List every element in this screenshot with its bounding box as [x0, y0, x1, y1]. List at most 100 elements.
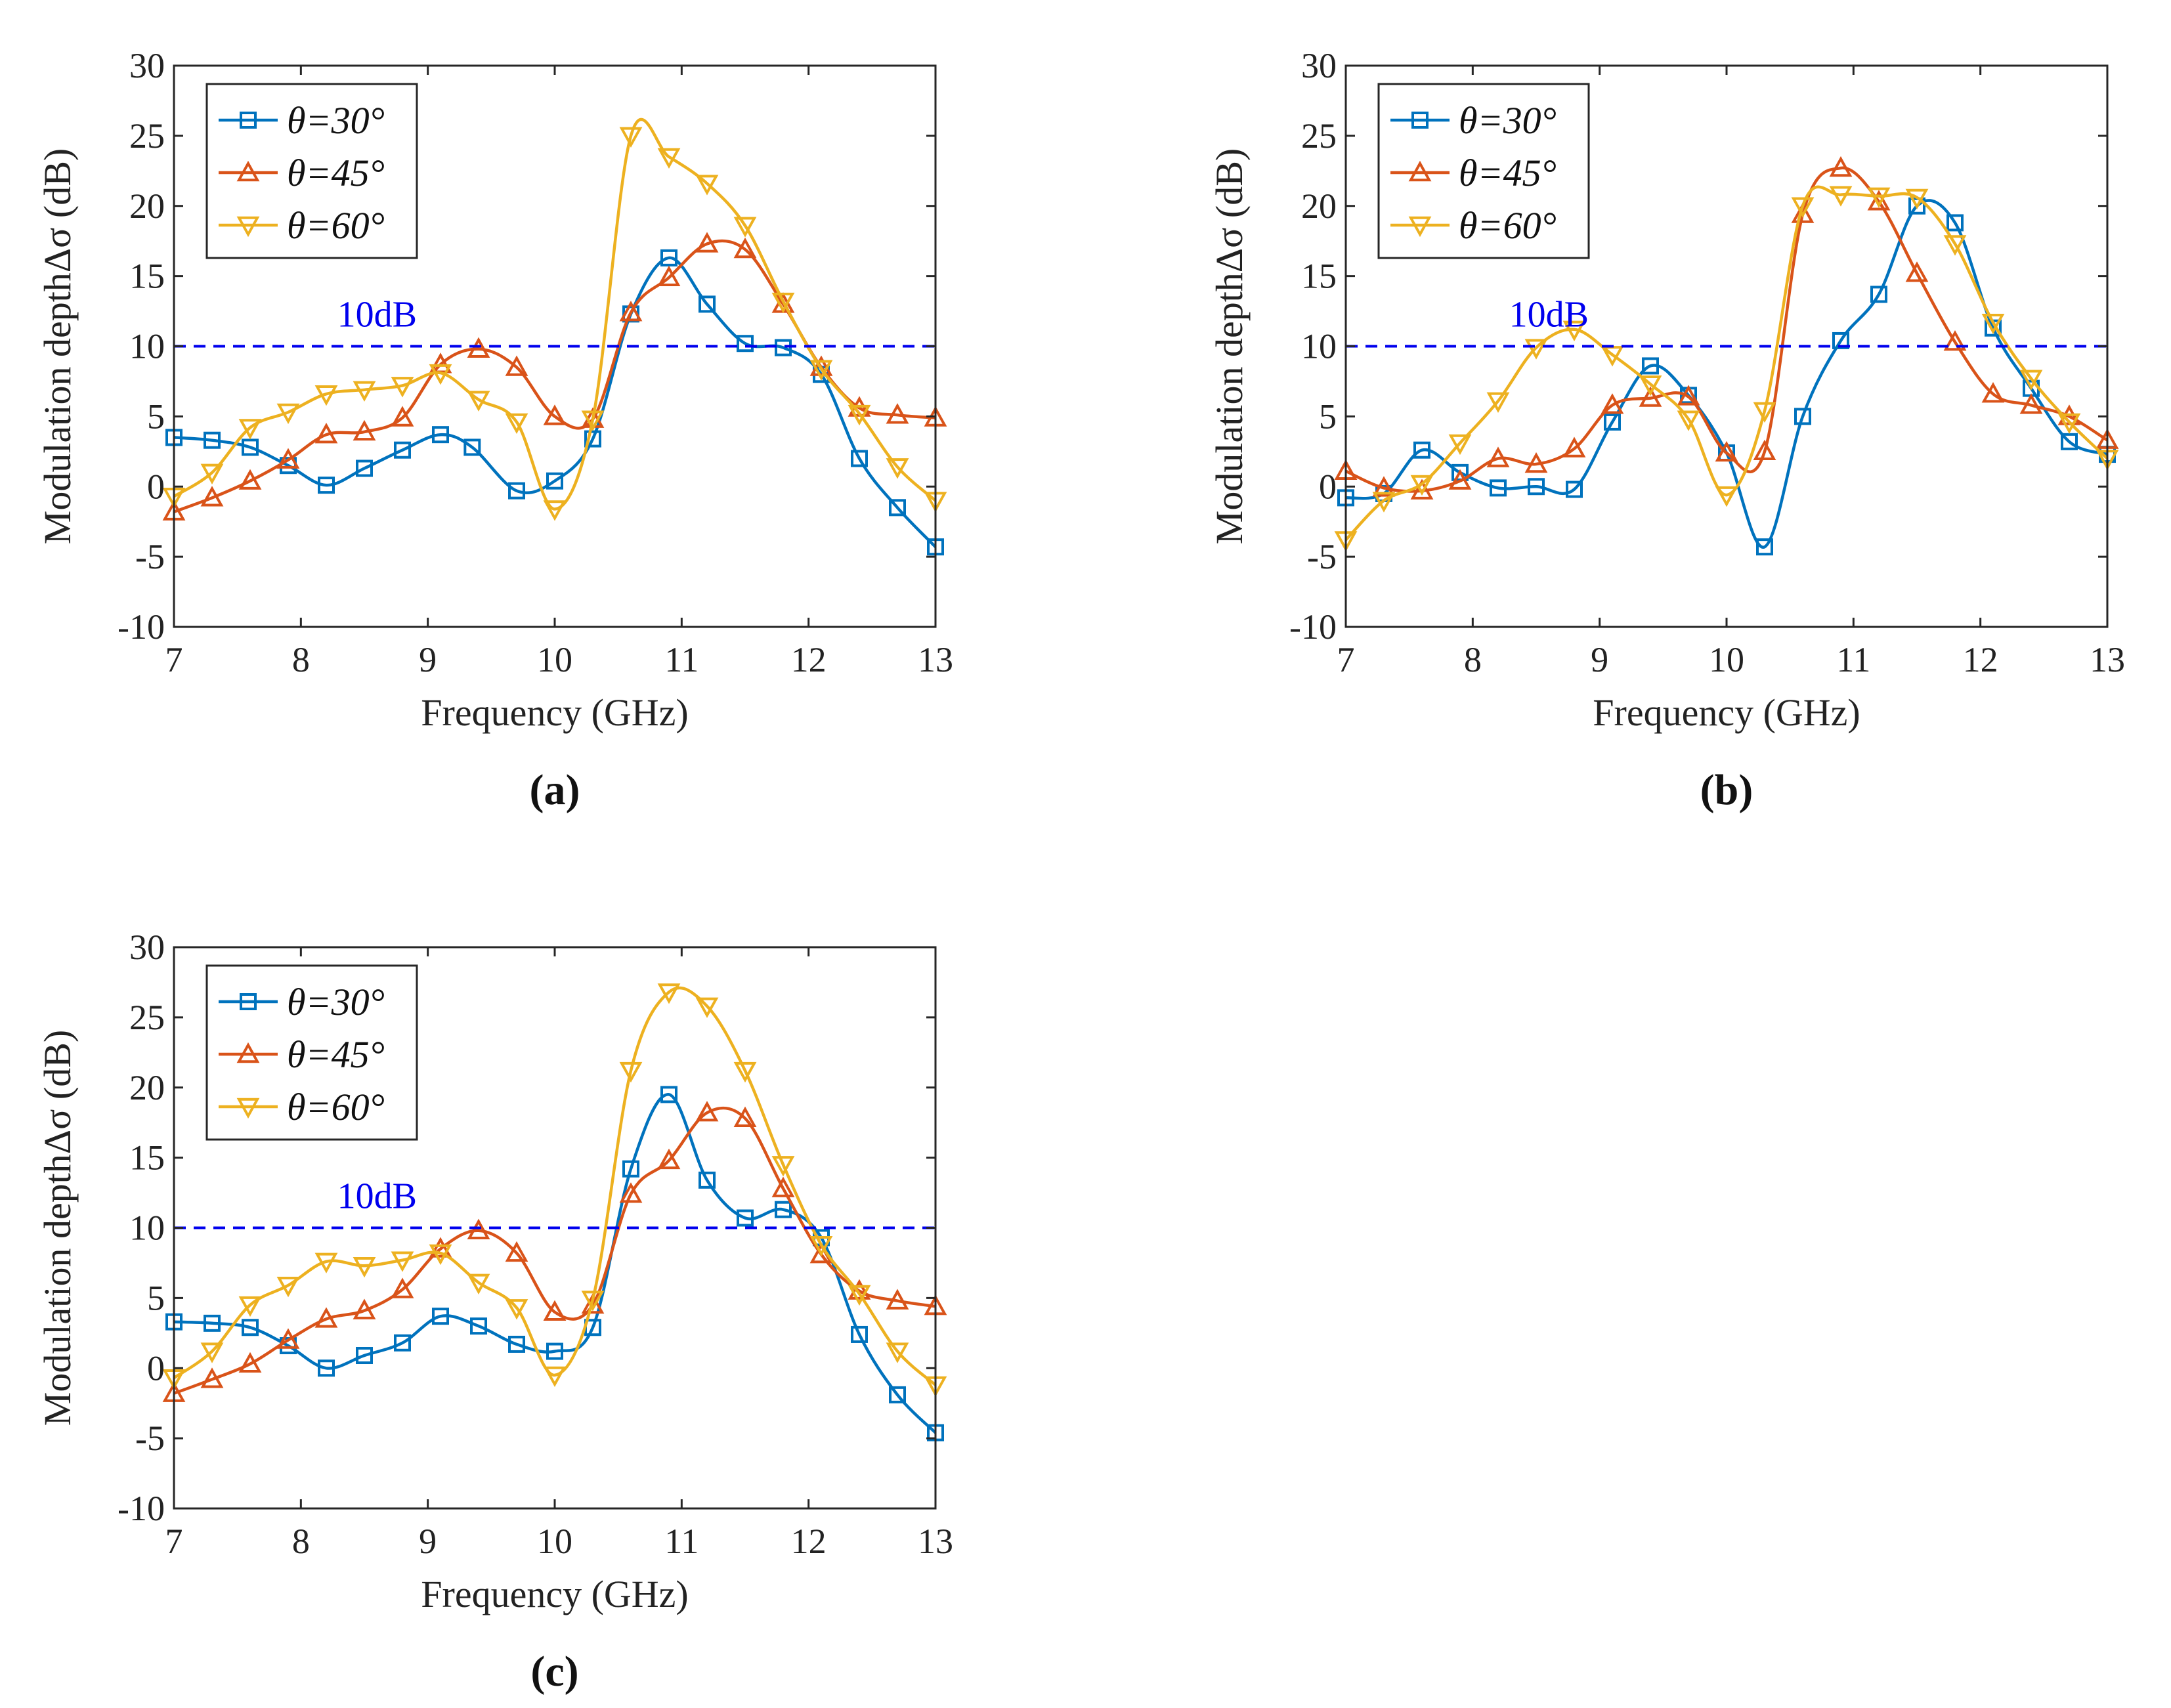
x-tick-label: 7 — [1337, 640, 1355, 679]
y-tick-label: 0 — [147, 1348, 165, 1388]
panel-caption: (c) — [530, 1648, 578, 1696]
y-tick-label: 25 — [1301, 116, 1337, 156]
y-tick-label: 20 — [129, 1068, 165, 1107]
x-axis-label: Frequency (GHz) — [1593, 691, 1860, 734]
y-tick-label: 30 — [1301, 46, 1337, 85]
data-point — [886, 1342, 909, 1363]
data-point — [695, 232, 719, 253]
data-point — [2061, 433, 2078, 450]
x-axis-label: Frequency (GHz) — [421, 1573, 688, 1615]
data-point — [429, 1237, 452, 1258]
data-point — [1528, 478, 1545, 496]
data-point — [1677, 410, 1700, 431]
data-point — [1486, 392, 1510, 413]
legend-entry-label: θ=30° — [287, 981, 385, 1023]
data-point — [276, 448, 300, 469]
data-point — [356, 1347, 373, 1365]
legend-entry-label: θ=30° — [287, 99, 385, 142]
x-tick-label: 11 — [1836, 640, 1870, 679]
y-tick-label: 30 — [129, 46, 165, 85]
data-point — [886, 1289, 909, 1310]
data-point — [584, 430, 601, 448]
data-point — [1791, 202, 1815, 223]
data-point — [619, 127, 643, 148]
data-point — [1870, 286, 1887, 303]
data-point — [200, 486, 224, 507]
y-tick-label: 10 — [129, 1208, 165, 1248]
data-point — [733, 1106, 757, 1127]
data-point — [505, 1241, 528, 1262]
data-point — [660, 249, 677, 267]
data-point — [1905, 188, 1929, 210]
y-tick-label: 30 — [129, 928, 165, 967]
data-point — [1410, 475, 1434, 496]
data-point — [1756, 538, 1773, 556]
data-point — [1448, 469, 1472, 490]
data-point — [467, 1218, 490, 1239]
legend-marker — [1411, 112, 1429, 129]
data-point — [657, 265, 681, 286]
data-point — [809, 355, 833, 376]
data-point — [238, 419, 262, 440]
y-tick-label: -5 — [1307, 537, 1337, 576]
data-point — [238, 469, 262, 490]
x-tick-label: 8 — [1464, 640, 1482, 679]
data-point — [391, 377, 414, 398]
data-point — [353, 419, 376, 441]
x-tick-label: 12 — [791, 640, 827, 679]
y-tick-label: -5 — [135, 537, 165, 576]
data-point — [771, 1156, 795, 1177]
legend-marker — [1408, 216, 1432, 238]
data-point — [619, 1061, 643, 1083]
data-point — [1524, 452, 1548, 473]
data-point — [200, 1367, 224, 1388]
data-point — [238, 1296, 262, 1317]
legend-entry-label: θ=60° — [287, 204, 385, 247]
data-point — [851, 1325, 868, 1343]
data-point — [276, 1328, 300, 1349]
data-point — [1604, 413, 1621, 431]
data-point — [775, 339, 792, 356]
panel-caption: (a) — [530, 766, 580, 814]
x-tick-label: 9 — [419, 640, 437, 679]
data-point — [505, 1299, 528, 1320]
y-tick-label: 10 — [129, 327, 165, 366]
x-tick-label: 9 — [1591, 640, 1608, 679]
data-point — [429, 1244, 452, 1266]
y-tick-label: 0 — [147, 467, 165, 506]
data-point — [314, 423, 338, 444]
data-point — [353, 381, 376, 402]
data-point — [543, 500, 567, 521]
y-tick-label: 20 — [129, 186, 165, 226]
data-point — [200, 1342, 224, 1363]
data-point — [733, 217, 757, 238]
y-tick-label: 25 — [129, 116, 165, 156]
x-tick-label: 10 — [1709, 640, 1744, 679]
data-point — [775, 1201, 792, 1218]
data-point — [543, 1300, 567, 1321]
y-axis-label: Modulation depthΔσ (dB) — [1208, 148, 1251, 544]
y-tick-label: 25 — [129, 998, 165, 1037]
data-point — [886, 458, 909, 479]
data-point — [432, 426, 449, 444]
data-point — [1867, 187, 1891, 208]
data-point — [1794, 408, 1811, 425]
data-point — [622, 1160, 639, 1178]
y-tick-label: 5 — [1319, 396, 1337, 436]
data-point — [1372, 492, 1396, 513]
data-point — [660, 1086, 677, 1103]
data-point — [733, 1061, 757, 1083]
legend-marker — [240, 112, 257, 129]
data-point — [314, 1252, 338, 1273]
x-tick-label: 7 — [165, 1522, 183, 1561]
data-point — [1410, 479, 1434, 500]
series-line — [173, 1106, 936, 1395]
data-point — [889, 1386, 906, 1403]
y-tick-label: -10 — [118, 1489, 165, 1528]
data-point — [581, 410, 605, 431]
legend-entry-label: θ=60° — [287, 1086, 385, 1128]
x-tick-label: 9 — [419, 1522, 437, 1561]
data-point — [619, 1182, 643, 1203]
data-point — [463, 438, 481, 456]
